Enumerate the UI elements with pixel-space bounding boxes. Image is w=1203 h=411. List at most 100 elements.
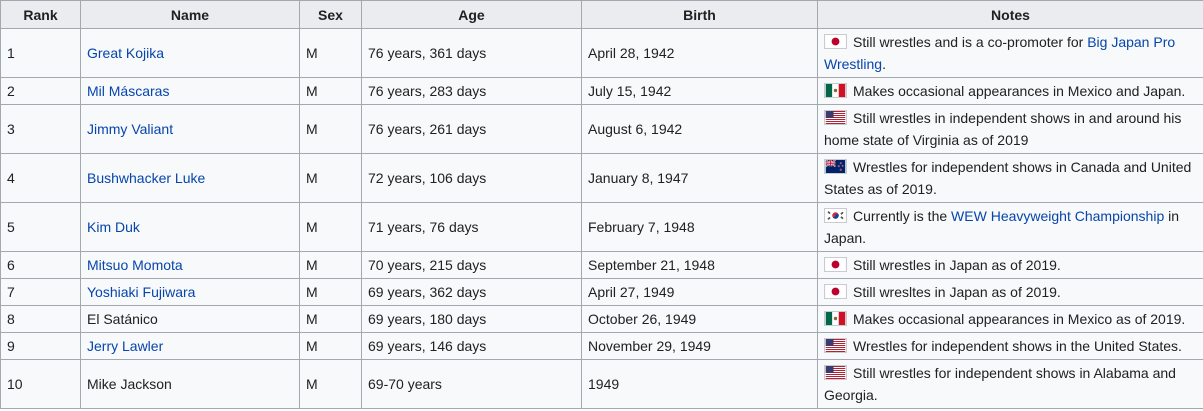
notes-text: Currently is the xyxy=(853,208,952,224)
japan-flag-icon xyxy=(824,284,847,299)
birth-cell: April 27, 1949 xyxy=(581,278,818,306)
table-row: 10 Mike Jackson M 69-70 years 1949 Still wres… xyxy=(0,359,1203,409)
rank-cell: 8 xyxy=(0,305,81,333)
table-row: 9 Jerry Lawler M 69 years, 146 days November… xyxy=(0,332,1203,360)
wrestler-name-link[interactable]: Yoshiaki Fujiwara xyxy=(87,284,196,300)
notes-cell: Still wresltes in Japan as of 2019. xyxy=(817,278,1203,306)
wrestler-name-link[interactable]: Bushwhacker Luke xyxy=(87,170,206,186)
table-row: 7 Yoshiaki Fujiwara M 69 years, 362 days Apr… xyxy=(0,278,1203,306)
sex-cell: M xyxy=(299,278,362,306)
notes-text: Still wrestles in independent shows in a… xyxy=(824,110,1182,148)
age-cell: 76 years, 283 days xyxy=(361,77,582,105)
mexico-flag-icon xyxy=(824,311,847,326)
notes-cell: Still wrestles in Japan as of 2019. xyxy=(817,251,1203,279)
notes-text: in Japan. xyxy=(824,208,1180,246)
birth-cell: February 7, 1948 xyxy=(581,202,818,252)
notes-link[interactable]: Big Japan Pro Wrestling xyxy=(824,34,1176,72)
name-cell: Mil Máscaras xyxy=(80,77,300,105)
age-cell: 76 years, 261 days xyxy=(361,104,582,154)
wrestler-name-link[interactable]: Great Kojika xyxy=(87,45,165,61)
sex-cell: M xyxy=(299,251,362,279)
column-header-name[interactable]: Name xyxy=(80,0,300,29)
sex-cell: M xyxy=(299,202,362,252)
age-cell: 76 years, 361 days xyxy=(361,28,582,78)
notes-cell: Still wrestles and is a co-promoter for … xyxy=(817,28,1203,78)
name-cell: Great Kojika xyxy=(80,28,300,78)
notes-text: Still wrestles and is a co-promoter for xyxy=(853,34,1088,50)
notes-link[interactable]: WEW Heavyweight Championship xyxy=(951,208,1165,224)
notes-cell: Still wrestles in independent shows in a… xyxy=(817,104,1203,154)
sex-cell: M xyxy=(299,104,362,154)
sex-cell: M xyxy=(299,305,362,333)
column-header-sex[interactable]: Sex xyxy=(299,0,362,29)
table-row: 1 Great Kojika M 76 years, 361 days April 28… xyxy=(0,28,1203,78)
column-header-age[interactable]: Age xyxy=(361,0,582,29)
usa-flag-icon xyxy=(824,365,847,380)
notes-cell: Still wrestles for independent shows in … xyxy=(817,359,1203,409)
notes-text: . xyxy=(882,56,886,72)
notes-text: Wrestles for independent shows in the Un… xyxy=(853,338,1182,354)
birth-cell: January 8, 1947 xyxy=(581,153,818,203)
notes-text: Makes occasional appearances in Mexico a… xyxy=(853,311,1186,327)
table-row: 8 El Satánico M 69 years, 180 days October 2… xyxy=(0,305,1203,333)
table-row: 4 Bushwhacker Luke M 72 years, 106 days Janu… xyxy=(0,153,1203,203)
rank-cell: 6 xyxy=(0,251,81,279)
notes-cell: Currently is the WEW Heavyweight Champio… xyxy=(817,202,1203,252)
usa-flag-icon xyxy=(824,110,847,125)
south-korea-flag-icon xyxy=(824,208,847,223)
rank-cell: 3 xyxy=(0,104,81,154)
name-cell: Bushwhacker Luke xyxy=(80,153,300,203)
sex-cell: M xyxy=(299,359,362,409)
table-row: 6 Mitsuo Momota M 70 years, 215 days Septemb… xyxy=(0,251,1203,279)
rank-cell: 5 xyxy=(0,202,81,252)
rank-cell: 2 xyxy=(0,77,81,105)
age-cell: 70 years, 215 days xyxy=(361,251,582,279)
mexico-flag-icon xyxy=(824,83,847,98)
birth-cell: 1949 xyxy=(581,359,818,409)
sex-cell: M xyxy=(299,153,362,203)
column-header-birth[interactable]: Birth xyxy=(581,0,818,29)
wrestler-name-link[interactable]: Jimmy Valiant xyxy=(87,121,174,137)
birth-cell: October 26, 1949 xyxy=(581,305,818,333)
age-cell: 69 years, 362 days xyxy=(361,278,582,306)
rank-cell: 9 xyxy=(0,332,81,360)
column-header-rank[interactable]: Rank xyxy=(0,0,81,29)
birth-cell: September 21, 1948 xyxy=(581,251,818,279)
wrestler-name-link[interactable]: Kim Duk xyxy=(87,219,140,235)
japan-flag-icon xyxy=(824,257,847,272)
japan-flag-icon xyxy=(824,34,847,49)
age-cell: 69 years, 180 days xyxy=(361,305,582,333)
notes-text: Makes occasional appearances in Mexico a… xyxy=(853,83,1186,99)
name-cell: Kim Duk xyxy=(80,202,300,252)
age-cell: 72 years, 106 days xyxy=(361,153,582,203)
name-cell: El Satánico xyxy=(80,305,300,333)
notes-cell: Wrestles for independent shows in Canada… xyxy=(817,153,1203,203)
sex-cell: M xyxy=(299,77,362,105)
birth-cell: April 28, 1942 xyxy=(581,28,818,78)
notes-cell: Makes occasional appearances in Mexico a… xyxy=(817,305,1203,333)
notes-cell: Makes occasional appearances in Mexico a… xyxy=(817,77,1203,105)
birth-cell: August 6, 1942 xyxy=(581,104,818,154)
name-cell: Mitsuo Momota xyxy=(80,251,300,279)
wrestler-name-link[interactable]: Mil Máscaras xyxy=(87,83,170,99)
notes-text: Still wrestles in Japan as of 2019. xyxy=(853,257,1061,273)
name-cell: Jerry Lawler xyxy=(80,332,300,360)
column-header-notes[interactable]: Notes xyxy=(817,0,1203,29)
age-cell: 71 years, 76 days xyxy=(361,202,582,252)
notes-text: Still wrestles for independent shows in … xyxy=(824,365,1176,403)
table-row: 5 Kim Duk M 71 years, 76 days February 7, 19… xyxy=(0,202,1203,252)
rank-cell: 4 xyxy=(0,153,81,203)
table-row: 3 Jimmy Valiant M 76 years, 261 days August … xyxy=(0,104,1203,154)
wrestler-name-link[interactable]: Mitsuo Momota xyxy=(87,257,183,273)
notes-text: Still wresltes in Japan as of 2019. xyxy=(853,284,1061,300)
wrestler-name-link[interactable]: Jerry Lawler xyxy=(87,338,164,354)
rank-cell: 7 xyxy=(0,278,81,306)
name-cell: Yoshiaki Fujiwara xyxy=(80,278,300,306)
header-row: Rank Name Sex Age Birth Notes xyxy=(0,0,1203,29)
sex-cell: M xyxy=(299,28,362,78)
notes-text: Wrestles for independent shows in Canada… xyxy=(824,159,1192,197)
age-cell: 69 years, 146 days xyxy=(361,332,582,360)
rank-cell: 10 xyxy=(0,359,81,409)
birth-cell: July 15, 1942 xyxy=(581,77,818,105)
usa-flag-icon xyxy=(824,338,847,353)
